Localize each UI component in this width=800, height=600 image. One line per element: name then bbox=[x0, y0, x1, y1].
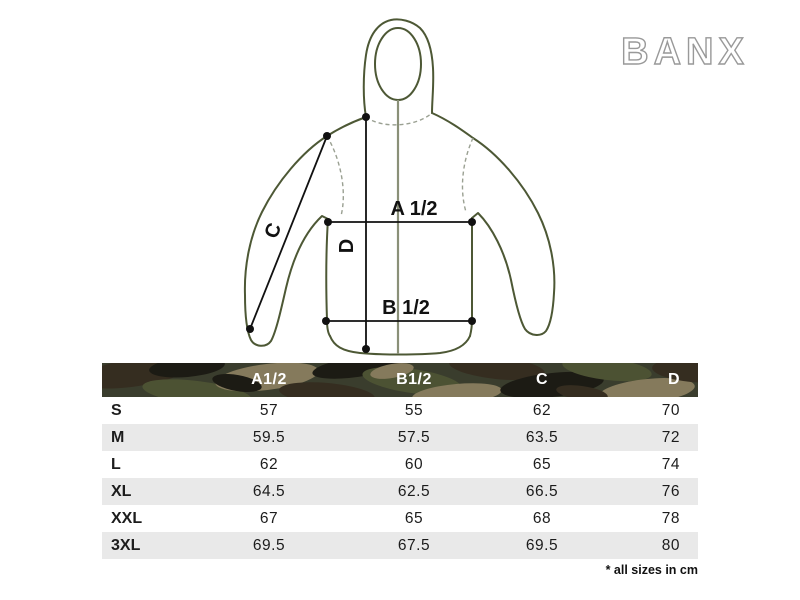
value-b-half: 55 bbox=[404, 401, 424, 419]
dot-b-left bbox=[322, 317, 330, 325]
size-label: M bbox=[111, 428, 125, 446]
table-row-3xl: 3XL 69.5 67.5 69.5 80 bbox=[102, 532, 698, 559]
jacket-measurement-diagram: A 1/2 B 1/2 D C bbox=[243, 18, 556, 356]
camo-pattern-band bbox=[102, 363, 698, 397]
value-c: 68 bbox=[532, 509, 552, 527]
dot-d-bottom bbox=[362, 345, 370, 353]
value-a-half: 69.5 bbox=[252, 536, 286, 554]
value-b-half: 62.5 bbox=[397, 482, 431, 500]
hood-outline bbox=[362, 18, 435, 118]
header-a-half: A1/2 bbox=[251, 371, 287, 388]
value-b-half: 57.5 bbox=[397, 428, 431, 446]
shoulder-left bbox=[326, 116, 367, 137]
dot-b-right bbox=[468, 317, 476, 325]
value-c: 66.5 bbox=[525, 482, 559, 500]
value-d: 72 bbox=[661, 428, 680, 446]
table-row-xl: XL 64.5 62.5 66.5 76 bbox=[102, 478, 698, 505]
table-row-s: S 57 55 62 70 bbox=[102, 397, 698, 424]
armhole-seam-left-dashed bbox=[326, 135, 344, 217]
size-table: A1/2 B1/2 C D S 57 55 62 70 M 59.5 57.5 … bbox=[102, 363, 698, 559]
armhole-seam-right-dashed bbox=[461, 137, 474, 213]
value-d: 70 bbox=[661, 401, 680, 419]
value-b-half: 60 bbox=[404, 455, 424, 473]
table-row-l: L 62 60 65 74 bbox=[102, 451, 698, 478]
value-b-half: 65 bbox=[404, 509, 424, 527]
table-row-xxl: XXL 67 65 68 78 bbox=[102, 505, 698, 532]
size-label: S bbox=[111, 401, 122, 419]
value-c: 63.5 bbox=[525, 428, 559, 446]
brand-logo: BANX bbox=[620, 30, 749, 73]
body-side-right bbox=[469, 217, 473, 337]
dot-neck bbox=[362, 113, 370, 121]
value-d: 74 bbox=[661, 455, 680, 473]
value-d: 76 bbox=[661, 482, 680, 500]
value-c: 65 bbox=[532, 455, 552, 473]
value-a-half: 64.5 bbox=[252, 482, 286, 500]
sleeve-left bbox=[243, 135, 329, 347]
dot-a-right bbox=[468, 218, 476, 226]
value-a-half: 57 bbox=[259, 401, 279, 419]
value-b-half: 67.5 bbox=[397, 536, 431, 554]
dot-a-left bbox=[324, 218, 332, 226]
value-a-half: 67 bbox=[259, 509, 279, 527]
header-d: D bbox=[667, 371, 680, 388]
measure-line-c bbox=[249, 135, 328, 330]
sleeve-right bbox=[471, 137, 556, 336]
label-b-half: B 1/2 bbox=[382, 297, 430, 319]
table-row-m: M 59.5 57.5 63.5 72 bbox=[102, 424, 698, 451]
hood-face-opening bbox=[374, 27, 422, 101]
dot-c-bottom bbox=[246, 325, 254, 333]
brand-logo-text: BANX bbox=[621, 31, 749, 73]
value-c: 62 bbox=[532, 401, 552, 419]
value-c: 69.5 bbox=[525, 536, 559, 554]
size-label: L bbox=[111, 455, 121, 473]
header-b-half: B1/2 bbox=[396, 371, 432, 388]
header-c: C bbox=[535, 371, 549, 388]
label-a-half: A 1/2 bbox=[390, 198, 437, 220]
units-footnote: * all sizes in cm bbox=[605, 563, 698, 577]
size-table-header: A1/2 B1/2 C D bbox=[102, 363, 698, 397]
size-label: XXL bbox=[111, 509, 143, 527]
value-a-half: 62 bbox=[259, 455, 279, 473]
size-label: 3XL bbox=[111, 536, 141, 554]
neck-seam-dashed bbox=[365, 112, 433, 126]
size-label: XL bbox=[111, 482, 132, 500]
hem-bottom bbox=[329, 335, 471, 356]
label-c: C bbox=[261, 220, 287, 242]
value-a-half: 59.5 bbox=[252, 428, 286, 446]
value-d: 80 bbox=[661, 536, 680, 554]
body-side-left bbox=[325, 218, 331, 337]
value-d: 78 bbox=[661, 509, 680, 527]
dot-shoulder bbox=[323, 132, 331, 140]
label-d: D bbox=[336, 239, 358, 253]
shoulder-right bbox=[431, 112, 474, 139]
